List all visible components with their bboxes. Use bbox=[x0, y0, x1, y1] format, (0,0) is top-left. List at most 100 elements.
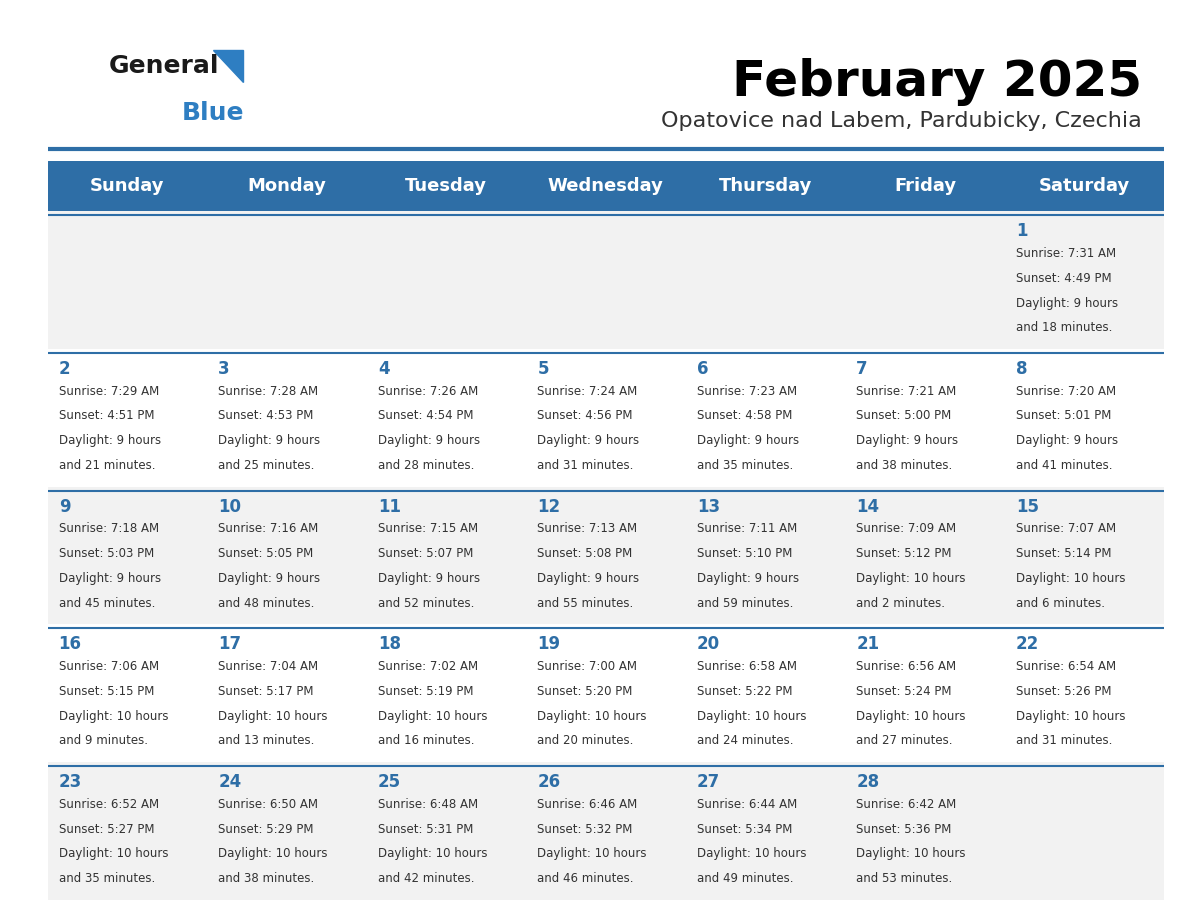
Text: Sunset: 5:29 PM: Sunset: 5:29 PM bbox=[219, 823, 314, 835]
Text: Opatovice nad Labem, Pardubicky, Czechia: Opatovice nad Labem, Pardubicky, Czechia bbox=[662, 111, 1142, 131]
Text: and 31 minutes.: and 31 minutes. bbox=[537, 459, 633, 472]
Text: Daylight: 9 hours: Daylight: 9 hours bbox=[537, 434, 639, 447]
Text: Sunrise: 6:54 AM: Sunrise: 6:54 AM bbox=[1016, 660, 1116, 673]
Text: and 55 minutes.: and 55 minutes. bbox=[537, 597, 633, 610]
Text: and 42 minutes.: and 42 minutes. bbox=[378, 872, 474, 885]
Text: 6: 6 bbox=[697, 360, 708, 378]
Text: Sunset: 5:03 PM: Sunset: 5:03 PM bbox=[58, 547, 154, 560]
Text: Sunrise: 7:13 AM: Sunrise: 7:13 AM bbox=[537, 522, 638, 535]
Text: 15: 15 bbox=[1016, 498, 1038, 516]
Text: and 28 minutes.: and 28 minutes. bbox=[378, 459, 474, 472]
Text: Sunrise: 7:11 AM: Sunrise: 7:11 AM bbox=[697, 522, 797, 535]
Text: Daylight: 10 hours: Daylight: 10 hours bbox=[857, 710, 966, 722]
Text: Daylight: 10 hours: Daylight: 10 hours bbox=[378, 710, 487, 722]
Text: Sunrise: 6:48 AM: Sunrise: 6:48 AM bbox=[378, 798, 478, 811]
Text: and 6 minutes.: and 6 minutes. bbox=[1016, 597, 1105, 610]
Text: Sunrise: 6:56 AM: Sunrise: 6:56 AM bbox=[857, 660, 956, 673]
Text: 17: 17 bbox=[219, 635, 241, 654]
Text: 2: 2 bbox=[58, 360, 70, 378]
Text: Sunset: 4:54 PM: Sunset: 4:54 PM bbox=[378, 409, 473, 422]
Text: Sunset: 5:07 PM: Sunset: 5:07 PM bbox=[378, 547, 473, 560]
Text: and 38 minutes.: and 38 minutes. bbox=[219, 872, 315, 885]
Text: Daylight: 9 hours: Daylight: 9 hours bbox=[378, 572, 480, 585]
Text: Sunrise: 7:26 AM: Sunrise: 7:26 AM bbox=[378, 385, 478, 397]
Text: Daylight: 9 hours: Daylight: 9 hours bbox=[537, 572, 639, 585]
Text: 12: 12 bbox=[537, 498, 561, 516]
Text: Daylight: 10 hours: Daylight: 10 hours bbox=[857, 572, 966, 585]
Text: 27: 27 bbox=[697, 773, 720, 791]
Text: and 52 minutes.: and 52 minutes. bbox=[378, 597, 474, 610]
Text: 4: 4 bbox=[378, 360, 390, 378]
Polygon shape bbox=[213, 50, 242, 83]
Text: Daylight: 10 hours: Daylight: 10 hours bbox=[58, 710, 169, 722]
Text: 19: 19 bbox=[537, 635, 561, 654]
Text: Sunrise: 7:06 AM: Sunrise: 7:06 AM bbox=[58, 660, 159, 673]
Text: and 21 minutes.: and 21 minutes. bbox=[58, 459, 156, 472]
Text: and 27 minutes.: and 27 minutes. bbox=[857, 734, 953, 747]
Text: Daylight: 9 hours: Daylight: 9 hours bbox=[58, 572, 160, 585]
Text: Sunrise: 7:23 AM: Sunrise: 7:23 AM bbox=[697, 385, 797, 397]
Text: Sunset: 5:20 PM: Sunset: 5:20 PM bbox=[537, 685, 633, 698]
Text: Daylight: 9 hours: Daylight: 9 hours bbox=[857, 434, 959, 447]
Text: Sunrise: 6:52 AM: Sunrise: 6:52 AM bbox=[58, 798, 159, 811]
Text: Daylight: 9 hours: Daylight: 9 hours bbox=[697, 572, 800, 585]
Text: Sunrise: 7:29 AM: Sunrise: 7:29 AM bbox=[58, 385, 159, 397]
Text: and 53 minutes.: and 53 minutes. bbox=[857, 872, 953, 885]
Text: Sunrise: 7:00 AM: Sunrise: 7:00 AM bbox=[537, 660, 637, 673]
Text: Wednesday: Wednesday bbox=[548, 177, 664, 195]
Text: Sunrise: 7:28 AM: Sunrise: 7:28 AM bbox=[219, 385, 318, 397]
Text: Sunrise: 7:24 AM: Sunrise: 7:24 AM bbox=[537, 385, 638, 397]
Text: Sunset: 5:27 PM: Sunset: 5:27 PM bbox=[58, 823, 154, 835]
Text: General: General bbox=[109, 54, 220, 78]
Text: 7: 7 bbox=[857, 360, 868, 378]
Text: 3: 3 bbox=[219, 360, 229, 378]
Text: 24: 24 bbox=[219, 773, 241, 791]
Text: Sunrise: 7:16 AM: Sunrise: 7:16 AM bbox=[219, 522, 318, 535]
Text: Thursday: Thursday bbox=[719, 177, 813, 195]
Text: Sunset: 5:17 PM: Sunset: 5:17 PM bbox=[219, 685, 314, 698]
Text: 18: 18 bbox=[378, 635, 400, 654]
Text: and 35 minutes.: and 35 minutes. bbox=[697, 459, 794, 472]
Text: Sunset: 5:14 PM: Sunset: 5:14 PM bbox=[1016, 547, 1112, 560]
Text: 11: 11 bbox=[378, 498, 400, 516]
Text: Sunrise: 7:04 AM: Sunrise: 7:04 AM bbox=[219, 660, 318, 673]
Text: Daylight: 9 hours: Daylight: 9 hours bbox=[1016, 297, 1118, 309]
Text: 1: 1 bbox=[1016, 222, 1028, 241]
Text: Sunset: 5:19 PM: Sunset: 5:19 PM bbox=[378, 685, 473, 698]
Text: Sunset: 5:08 PM: Sunset: 5:08 PM bbox=[537, 547, 632, 560]
Text: Sunrise: 6:42 AM: Sunrise: 6:42 AM bbox=[857, 798, 956, 811]
Text: Sunset: 5:24 PM: Sunset: 5:24 PM bbox=[857, 685, 952, 698]
Text: 8: 8 bbox=[1016, 360, 1028, 378]
Text: Friday: Friday bbox=[893, 177, 956, 195]
Text: Daylight: 9 hours: Daylight: 9 hours bbox=[58, 434, 160, 447]
Text: and 46 minutes.: and 46 minutes. bbox=[537, 872, 633, 885]
Text: Sunrise: 6:46 AM: Sunrise: 6:46 AM bbox=[537, 798, 638, 811]
Text: Sunset: 5:22 PM: Sunset: 5:22 PM bbox=[697, 685, 792, 698]
Text: and 45 minutes.: and 45 minutes. bbox=[58, 597, 156, 610]
Text: Sunrise: 6:58 AM: Sunrise: 6:58 AM bbox=[697, 660, 797, 673]
Text: Sunrise: 6:50 AM: Sunrise: 6:50 AM bbox=[219, 798, 318, 811]
Text: Daylight: 9 hours: Daylight: 9 hours bbox=[1016, 434, 1118, 447]
Text: and 25 minutes.: and 25 minutes. bbox=[219, 459, 315, 472]
Text: and 35 minutes.: and 35 minutes. bbox=[58, 872, 154, 885]
Text: Sunset: 5:32 PM: Sunset: 5:32 PM bbox=[537, 823, 633, 835]
Text: Daylight: 10 hours: Daylight: 10 hours bbox=[697, 847, 807, 860]
Text: Sunset: 4:49 PM: Sunset: 4:49 PM bbox=[1016, 272, 1112, 285]
Text: Sunset: 5:31 PM: Sunset: 5:31 PM bbox=[378, 823, 473, 835]
Text: Sunset: 4:51 PM: Sunset: 4:51 PM bbox=[58, 409, 154, 422]
Text: Daylight: 9 hours: Daylight: 9 hours bbox=[378, 434, 480, 447]
Text: Sunset: 5:01 PM: Sunset: 5:01 PM bbox=[1016, 409, 1111, 422]
Text: Sunrise: 7:02 AM: Sunrise: 7:02 AM bbox=[378, 660, 478, 673]
Text: and 18 minutes.: and 18 minutes. bbox=[1016, 321, 1112, 334]
Text: Sunrise: 7:31 AM: Sunrise: 7:31 AM bbox=[1016, 247, 1116, 260]
Text: Sunrise: 7:21 AM: Sunrise: 7:21 AM bbox=[857, 385, 956, 397]
Text: Daylight: 9 hours: Daylight: 9 hours bbox=[697, 434, 800, 447]
Text: and 49 minutes.: and 49 minutes. bbox=[697, 872, 794, 885]
Text: 21: 21 bbox=[857, 635, 879, 654]
Text: Sunrise: 7:15 AM: Sunrise: 7:15 AM bbox=[378, 522, 478, 535]
Text: and 2 minutes.: and 2 minutes. bbox=[857, 597, 946, 610]
Text: Saturday: Saturday bbox=[1038, 177, 1130, 195]
Text: 22: 22 bbox=[1016, 635, 1040, 654]
Text: Sunset: 5:26 PM: Sunset: 5:26 PM bbox=[1016, 685, 1112, 698]
Text: Daylight: 10 hours: Daylight: 10 hours bbox=[697, 710, 807, 722]
